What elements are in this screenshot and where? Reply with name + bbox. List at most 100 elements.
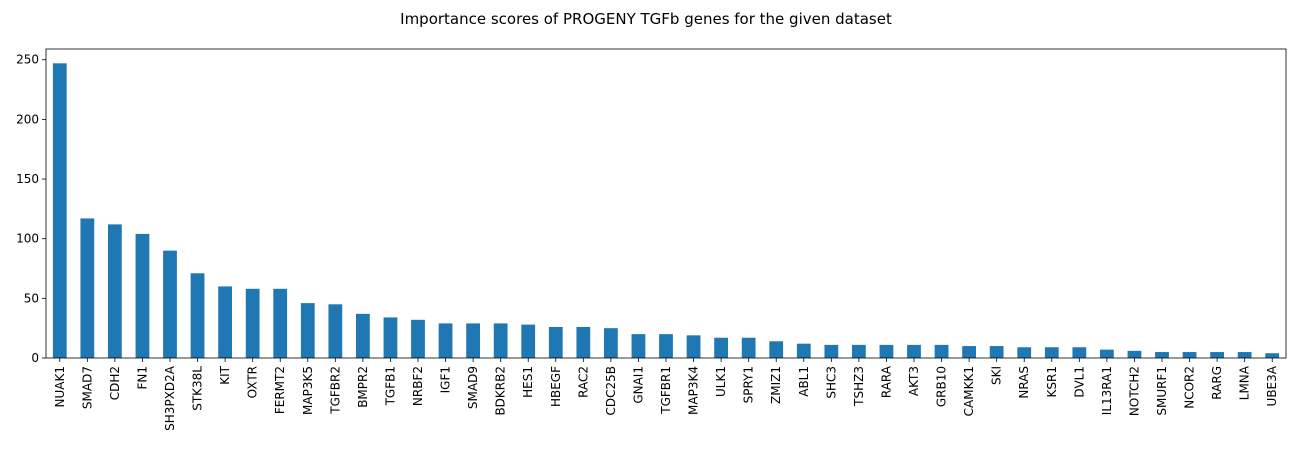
y-tick-label: 0 bbox=[31, 351, 39, 365]
bar-hes1 bbox=[521, 324, 536, 358]
bar-nuak1 bbox=[52, 63, 67, 359]
x-tick-label: RARA bbox=[879, 365, 893, 398]
bar-spry1 bbox=[741, 337, 756, 358]
bar-tgfb1 bbox=[383, 317, 398, 358]
bar-smurf1 bbox=[1155, 352, 1169, 358]
x-tick-label: GRB10 bbox=[935, 366, 949, 407]
x-tick-label: SMURF1 bbox=[1155, 366, 1169, 416]
x-tick-label: ZMIZ1 bbox=[769, 366, 783, 404]
bar-camkk1 bbox=[962, 346, 976, 358]
x-tick-label: DVL1 bbox=[1072, 366, 1086, 398]
bar-fn1 bbox=[135, 233, 150, 358]
x-tick-label: BDKRB2 bbox=[494, 366, 508, 416]
bar-ube3a bbox=[1265, 353, 1280, 358]
x-tick-label: CDC25B bbox=[604, 366, 618, 416]
x-tick-label: NCOR2 bbox=[1183, 366, 1197, 409]
x-tick-label: MAP3K5 bbox=[301, 366, 315, 415]
x-tick-label: MAP3K4 bbox=[687, 366, 701, 415]
bar-igf1 bbox=[438, 323, 453, 358]
bar-map3k4 bbox=[686, 335, 701, 358]
bar-zmiz1 bbox=[769, 341, 784, 358]
x-tick-label: NUAK1 bbox=[53, 366, 67, 407]
x-tick-label: NRAS bbox=[1017, 366, 1031, 399]
y-tick-label: 50 bbox=[24, 291, 39, 305]
x-tick-label: FERMT2 bbox=[273, 366, 287, 414]
bar-rac2 bbox=[576, 326, 591, 358]
x-tick-label: KIT bbox=[218, 365, 232, 384]
x-tick-label: STK38L bbox=[191, 366, 205, 411]
x-tick-label: FN1 bbox=[135, 366, 149, 390]
x-tick-label: HES1 bbox=[521, 366, 535, 398]
bar-ncor2 bbox=[1182, 352, 1197, 358]
bar-nras bbox=[1017, 347, 1032, 358]
y-axis: 0 50 100 150 200 250 bbox=[16, 53, 46, 365]
bars-group bbox=[52, 63, 1280, 359]
bar-kit bbox=[218, 286, 232, 358]
y-tick-label: 200 bbox=[16, 112, 39, 126]
bar-hbegf bbox=[548, 326, 563, 358]
y-tick-label: 250 bbox=[16, 53, 39, 67]
x-tick-label: SPRY1 bbox=[742, 366, 756, 403]
x-tick-label: SHC3 bbox=[824, 366, 838, 399]
x-tick-label: SKI bbox=[990, 366, 1004, 385]
bar-notch2 bbox=[1127, 350, 1142, 358]
bar-bdkrb2 bbox=[493, 323, 508, 358]
x-tick-label: TGFB1 bbox=[383, 366, 397, 406]
bar-bmpr2 bbox=[356, 313, 370, 358]
x-tick-label: TGFBR1 bbox=[659, 366, 673, 415]
bar-gnai1 bbox=[631, 334, 646, 358]
bar-il13ra1 bbox=[1100, 349, 1114, 358]
bar-ksr1 bbox=[1044, 347, 1059, 358]
axes-frame bbox=[45, 48, 1287, 359]
bar-stk38l bbox=[190, 273, 205, 358]
bar-akt3 bbox=[907, 344, 921, 358]
x-tick-label: IGF1 bbox=[439, 366, 453, 393]
bar-abl1 bbox=[796, 343, 811, 358]
bar-tshz3 bbox=[852, 344, 866, 358]
chart-title: Importance scores of PROGENY TGFb genes … bbox=[400, 10, 892, 28]
x-tick-label: RARG bbox=[1210, 366, 1224, 400]
x-tick-label: RAC2 bbox=[576, 366, 590, 398]
x-tick-label: AKT3 bbox=[907, 366, 921, 396]
bar-cdh2 bbox=[108, 224, 122, 358]
y-tick-label: 100 bbox=[16, 232, 39, 246]
x-tick-label: HBEGF bbox=[549, 366, 563, 407]
x-tick-label: OXTR bbox=[246, 366, 260, 398]
x-tick-label: SMAD9 bbox=[466, 366, 480, 409]
bar-grb10 bbox=[934, 344, 949, 358]
x-tick-label: SH3PXD2A bbox=[163, 365, 177, 431]
x-tick-label: NRBF2 bbox=[411, 366, 425, 406]
x-tick-label: ABL1 bbox=[797, 366, 811, 397]
bar-sh3pxd2a bbox=[163, 250, 177, 358]
x-tick-label: TSHZ3 bbox=[852, 366, 866, 407]
bar-cdc25b bbox=[604, 328, 618, 358]
x-tick-label: SMAD7 bbox=[80, 366, 94, 409]
bar-shc3 bbox=[824, 344, 839, 358]
bar-smad7 bbox=[80, 218, 95, 358]
bar-ski bbox=[989, 346, 1004, 358]
bar-oxtr bbox=[245, 288, 260, 358]
x-tick-label: GNAI1 bbox=[631, 366, 645, 404]
x-axis: NUAK1 SMAD7 CDH2 FN1 SH3PXD2A STK38L KIT OXTR FE… bbox=[53, 358, 1279, 431]
bar-smad9 bbox=[466, 323, 480, 358]
bar-tgfbr2 bbox=[328, 304, 343, 358]
x-tick-label: BMPR2 bbox=[356, 366, 370, 408]
bar-fermt2 bbox=[273, 288, 288, 358]
bar-rarg bbox=[1210, 352, 1224, 358]
x-tick-label: KSR1 bbox=[1045, 366, 1059, 397]
bar-ulk1 bbox=[714, 337, 728, 358]
bar-nrbf2 bbox=[411, 319, 425, 358]
x-tick-label: ULK1 bbox=[714, 366, 728, 397]
bar-tgfbr1 bbox=[659, 334, 673, 358]
x-tick-label: CDH2 bbox=[108, 366, 122, 400]
x-tick-label: LMNA bbox=[1238, 365, 1252, 400]
x-tick-label: TGFBR2 bbox=[328, 366, 342, 415]
bar-dvl1 bbox=[1072, 347, 1087, 358]
x-tick-label: IL13RA1 bbox=[1100, 366, 1114, 415]
bar-lmna bbox=[1237, 352, 1252, 358]
bar-map3k5 bbox=[300, 303, 315, 358]
x-tick-label: CAMKK1 bbox=[962, 366, 976, 416]
x-tick-label: NOTCH2 bbox=[1127, 366, 1141, 416]
y-tick-label: 150 bbox=[16, 172, 39, 186]
